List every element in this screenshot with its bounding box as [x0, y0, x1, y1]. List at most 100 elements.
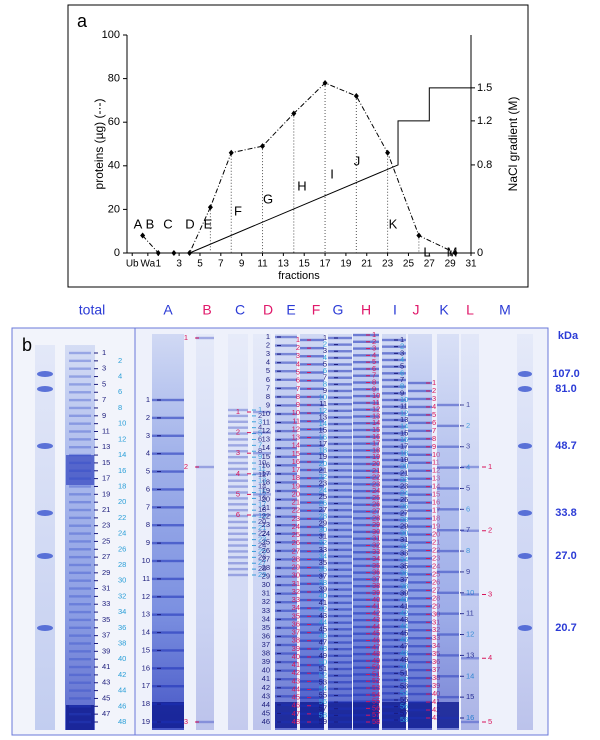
gel-band	[253, 493, 271, 496]
band-label: 44	[400, 622, 408, 631]
gel-band	[408, 541, 432, 544]
gel-band	[275, 335, 297, 339]
band-label: 23	[319, 479, 327, 488]
gel-band	[275, 378, 297, 381]
gel-band	[228, 532, 248, 535]
band-label: 41	[102, 662, 110, 671]
marker-band	[518, 625, 532, 631]
band-label: 12	[400, 408, 408, 417]
band-label: 33	[319, 545, 327, 554]
gel-band	[228, 432, 248, 435]
band-label: 15	[102, 458, 110, 467]
band-label: 9	[266, 400, 270, 409]
lane-label: A	[163, 302, 173, 318]
gel-band	[408, 605, 432, 608]
band-label: 27	[262, 554, 270, 563]
gel-band	[300, 436, 324, 439]
band-label: 48	[292, 717, 300, 726]
gel-band	[300, 411, 324, 415]
band-label: 14	[400, 422, 408, 431]
band-label: 39	[432, 681, 440, 690]
gel-band	[461, 593, 479, 596]
gel-band	[300, 720, 324, 724]
gel-band	[69, 563, 91, 567]
band-label: 10	[292, 408, 300, 417]
band-label: 14	[319, 419, 327, 428]
gel-band	[152, 398, 184, 402]
band-label: 43	[292, 676, 300, 685]
band-label: 12	[432, 466, 440, 475]
marker-label: 20.7	[555, 622, 576, 634]
band-label: 8	[296, 392, 300, 401]
gel-band	[408, 557, 432, 560]
gel-band	[328, 422, 352, 426]
gel-band	[253, 472, 271, 475]
band-label: 15	[262, 452, 270, 461]
gel-band	[300, 663, 324, 667]
data-point	[322, 79, 328, 86]
gel-band	[408, 589, 432, 592]
gel-band	[328, 482, 352, 485]
band-label: 10	[372, 391, 380, 400]
gel-band	[152, 631, 184, 634]
unit-label: kDa	[558, 330, 579, 342]
band-label: 10	[400, 395, 408, 404]
gel-band	[69, 665, 91, 669]
band-label: 39	[292, 644, 300, 653]
band-label: 21	[102, 505, 110, 514]
band-label: 1	[146, 395, 150, 404]
band-label: 21	[292, 498, 300, 507]
band-label: 45	[400, 628, 408, 637]
band-label: 29	[292, 563, 300, 572]
band-label: 47	[372, 642, 380, 651]
band-label: 13	[292, 433, 300, 442]
gel-band	[328, 674, 352, 677]
band-label: 22	[432, 545, 440, 554]
x-tick-label: 7	[218, 259, 224, 270]
gel-band	[228, 420, 248, 423]
gel-band	[69, 540, 91, 543]
y-axis-label: proteins (µg) (-·-)	[92, 99, 106, 190]
band-label: 56	[319, 697, 327, 706]
gel-band	[328, 555, 352, 558]
band-label: 30	[262, 580, 270, 589]
band-label: 57	[372, 710, 380, 719]
band-label: 2	[372, 337, 376, 346]
band-label: 50	[400, 662, 408, 671]
band-label: 26	[400, 502, 408, 511]
data-point	[452, 250, 458, 256]
gel-band	[69, 516, 91, 520]
band-label: 26	[372, 500, 380, 509]
band-label: 47	[400, 642, 408, 651]
gel-band	[69, 500, 91, 504]
gel-band	[437, 445, 459, 448]
y2-axis-label: NaCl gradient (M)	[506, 97, 520, 192]
gel-band	[69, 626, 91, 629]
band-label: 15	[319, 426, 327, 435]
band-label: 11	[372, 398, 380, 407]
band-label: 40	[262, 666, 270, 675]
gel-band	[275, 438, 297, 441]
band-label: 45	[102, 693, 110, 702]
band-label: 9	[296, 400, 300, 409]
band-label: 10	[319, 393, 327, 402]
x-tick-label: 17	[319, 259, 331, 270]
band-label: 9	[102, 411, 106, 420]
band-label: 7	[432, 426, 436, 435]
band-label: 6	[236, 510, 240, 519]
band-label: 14	[262, 443, 270, 452]
band-label: 11	[319, 399, 327, 408]
band-label: 13	[102, 442, 110, 451]
panel-a-frame	[67, 4, 529, 288]
band-label: 2	[146, 413, 150, 422]
band-label: 3	[236, 448, 240, 457]
gel-band	[196, 720, 214, 724]
gel-band	[408, 692, 432, 696]
gel-band	[300, 355, 324, 358]
gel-band	[69, 524, 91, 527]
band-label: 4	[266, 358, 270, 367]
band-label: 29	[400, 522, 408, 531]
gel-band	[275, 669, 297, 672]
gel-band	[437, 675, 459, 678]
gel-band	[300, 428, 324, 431]
